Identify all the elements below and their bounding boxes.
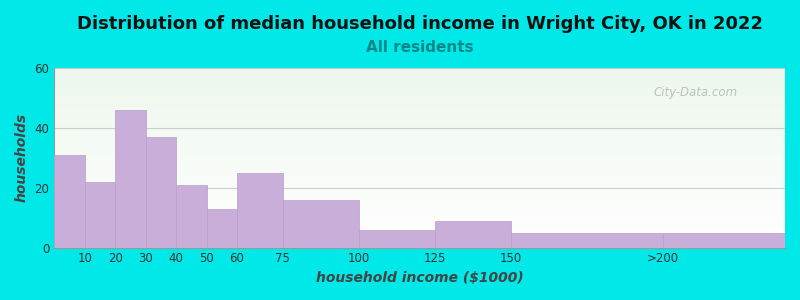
Bar [115, 110, 146, 248]
Bar [435, 220, 511, 248]
Y-axis label: households: households [15, 113, 29, 202]
Bar [146, 137, 176, 248]
X-axis label: household income ($1000): household income ($1000) [316, 271, 523, 285]
Bar [206, 208, 237, 247]
Bar [176, 185, 206, 248]
Bar [282, 200, 358, 248]
Bar [85, 182, 115, 247]
Bar [358, 230, 435, 247]
Bar [663, 232, 785, 247]
Text: All residents: All residents [366, 40, 474, 55]
Text: City-Data.com: City-Data.com [654, 86, 738, 99]
Bar [237, 173, 282, 248]
Bar [511, 232, 663, 247]
Title: Distribution of median household income in Wright City, OK in 2022: Distribution of median household income … [77, 15, 762, 33]
Bar [54, 155, 85, 248]
